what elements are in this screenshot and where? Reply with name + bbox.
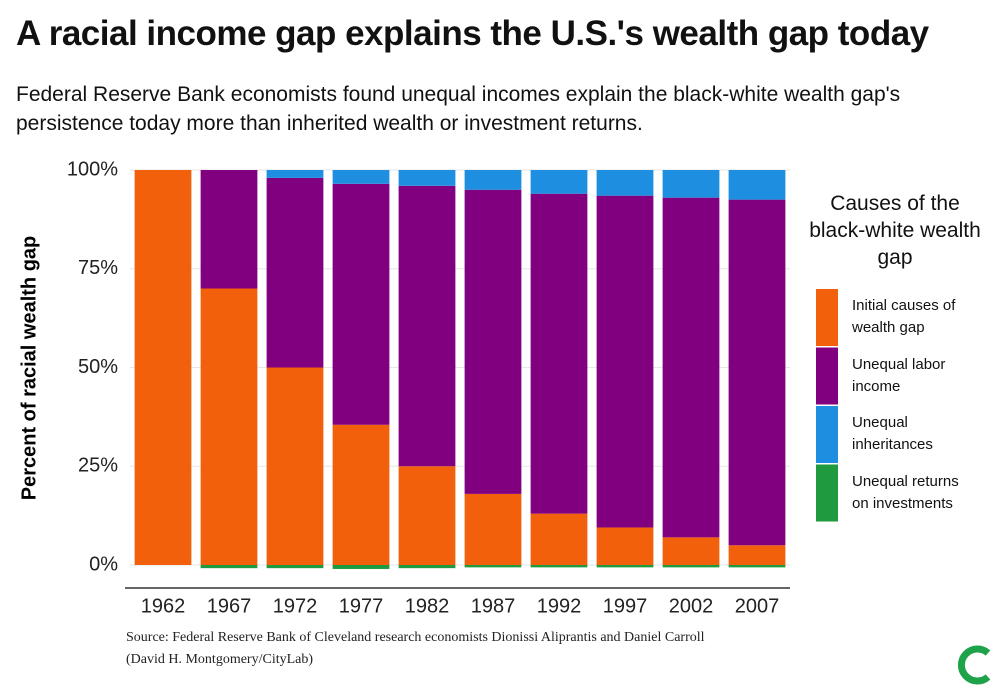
bar-segment — [728, 199, 786, 546]
bar-segment — [266, 367, 324, 565]
legend-swatch — [816, 347, 838, 405]
bar-segment — [464, 170, 522, 190]
bar-segment — [530, 170, 588, 194]
bar-segment — [266, 170, 324, 178]
bar-segment — [662, 197, 720, 538]
legend-label: Unequal labor income — [852, 355, 946, 395]
bar-segment — [134, 170, 192, 565]
bar-segment — [398, 185, 456, 467]
y-tick-label: 50% — [78, 356, 118, 378]
y-tick-label: 0% — [89, 553, 118, 575]
source: Source: Federal Reserve Bank of Clevelan… — [126, 630, 705, 645]
bar-segment — [662, 170, 720, 198]
bar-segment — [530, 565, 588, 568]
bar-segment — [596, 170, 654, 196]
legend-swatch — [816, 289, 838, 346]
bar-segment — [596, 565, 654, 568]
x-tick-label: 2007 — [735, 595, 780, 617]
bar-segment — [728, 545, 786, 565]
chart-title: A racial income gap explains the U.S.'s … — [16, 14, 929, 53]
x-tick-label: 1972 — [273, 595, 318, 617]
legend-label: Initial causes of wealth gap — [852, 297, 956, 336]
bar-segment — [200, 170, 258, 289]
x-tick-label: 1962 — [141, 595, 186, 617]
legend-title: Causes of the black-white wealth gap — [809, 192, 981, 269]
x-tick-label: 2002 — [669, 595, 714, 617]
chart-subtitle: Federal Reserve Bank economists found un… — [16, 83, 901, 135]
bar-segment — [662, 565, 720, 568]
logo — [957, 645, 991, 685]
bar-segment — [662, 537, 720, 565]
bar-segment — [332, 170, 390, 184]
x-tick-label: 1992 — [537, 595, 582, 617]
bar-segment — [728, 565, 786, 568]
legend-label: Unequal inheritances — [852, 414, 933, 453]
bar-segment — [464, 189, 522, 494]
bar-segment — [332, 183, 390, 425]
x-tick-label: 1997 — [603, 595, 648, 617]
legend-swatch — [816, 464, 838, 522]
x-tick-label: 1987 — [471, 595, 516, 617]
bar-segment — [398, 565, 456, 569]
bar-segment — [332, 424, 390, 565]
bar-segment — [530, 193, 588, 514]
x-tick-label: 1967 — [207, 595, 252, 617]
bar-segment — [728, 170, 786, 200]
bar-segment — [596, 527, 654, 565]
y-tick-label: 25% — [78, 455, 118, 477]
bar-segment — [596, 195, 654, 528]
y-axis-label: Percent of racial wealth gap — [18, 236, 40, 501]
y-tick-label: 100% — [67, 158, 118, 180]
bar-segment — [332, 565, 390, 569]
x-tick-label: 1977 — [339, 595, 384, 617]
bar-segment — [464, 565, 522, 568]
bar-segment — [200, 288, 258, 565]
credit: (David H. Montgomery/CityLab) — [126, 652, 314, 667]
bar-segment — [464, 493, 522, 565]
y-tick-label: 75% — [78, 257, 118, 279]
bar-segment — [530, 513, 588, 565]
legend-swatch — [816, 406, 838, 463]
bar-segment — [266, 177, 324, 368]
legend-label: Unequal returns on investments — [852, 472, 959, 512]
bar-segment — [200, 565, 258, 569]
x-tick-label: 1982 — [405, 595, 450, 617]
bar-segment — [266, 565, 324, 569]
bar-segment — [398, 466, 456, 565]
bar-segment — [398, 170, 456, 186]
